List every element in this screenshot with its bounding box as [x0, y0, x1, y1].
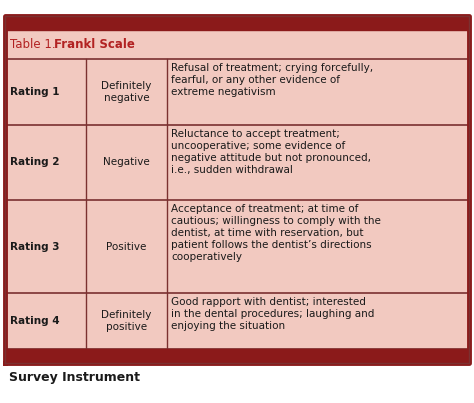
- Text: Table 1.: Table 1.: [10, 38, 60, 51]
- Text: Definitely
positive: Definitely positive: [101, 310, 152, 332]
- Bar: [5, 200, 469, 293]
- Text: Acceptance of treatment; at time of
cautious; willingness to comply with the
den: Acceptance of treatment; at time of caut…: [171, 204, 381, 262]
- Text: Definitely
negative: Definitely negative: [101, 81, 152, 103]
- Text: Rating 2: Rating 2: [10, 158, 60, 167]
- Text: Survey Instrument: Survey Instrument: [9, 371, 140, 384]
- Text: Positive: Positive: [107, 242, 147, 251]
- Bar: [5, 349, 469, 363]
- Bar: [5, 16, 469, 30]
- Text: Rating 1: Rating 1: [10, 87, 60, 97]
- Bar: [5, 30, 469, 59]
- Text: Rating 3: Rating 3: [10, 242, 60, 251]
- Text: Good rapport with dentist; interested
in the dental procedures; laughing and
enj: Good rapport with dentist; interested in…: [171, 297, 374, 331]
- Text: Frankl Scale: Frankl Scale: [54, 38, 135, 51]
- Text: Refusal of treatment; crying forcefully,
fearful, or any other evidence of
extre: Refusal of treatment; crying forcefully,…: [171, 63, 373, 97]
- Text: Negative: Negative: [103, 158, 150, 167]
- Bar: [5, 59, 469, 125]
- Text: Rating 4: Rating 4: [10, 316, 60, 326]
- Bar: [5, 125, 469, 200]
- Text: Reluctance to accept treatment;
uncooperative; some evidence of
negative attitud: Reluctance to accept treatment; uncooper…: [171, 129, 371, 174]
- Bar: [5, 293, 469, 349]
